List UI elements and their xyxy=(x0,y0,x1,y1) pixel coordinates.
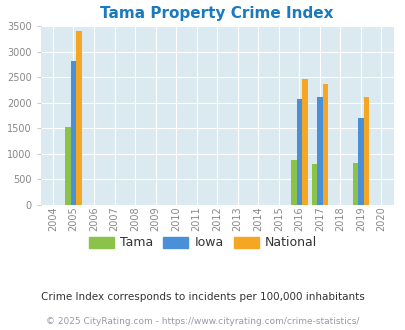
Bar xyxy=(290,160,296,205)
Text: Crime Index corresponds to incidents per 100,000 inhabitants: Crime Index corresponds to incidents per… xyxy=(41,292,364,302)
Bar xyxy=(296,99,301,205)
Bar xyxy=(352,163,357,205)
Bar xyxy=(322,84,327,205)
Bar xyxy=(357,117,363,205)
Text: © 2025 CityRating.com - https://www.cityrating.com/crime-statistics/: © 2025 CityRating.com - https://www.city… xyxy=(46,317,359,326)
Bar xyxy=(70,60,76,205)
Title: Tama Property Crime Index: Tama Property Crime Index xyxy=(100,6,333,21)
Bar xyxy=(76,31,81,205)
Bar xyxy=(301,79,307,205)
Bar xyxy=(311,164,316,205)
Bar xyxy=(65,127,70,205)
Bar xyxy=(316,97,322,205)
Legend: Tama, Iowa, National: Tama, Iowa, National xyxy=(83,231,322,254)
Bar xyxy=(363,97,369,205)
